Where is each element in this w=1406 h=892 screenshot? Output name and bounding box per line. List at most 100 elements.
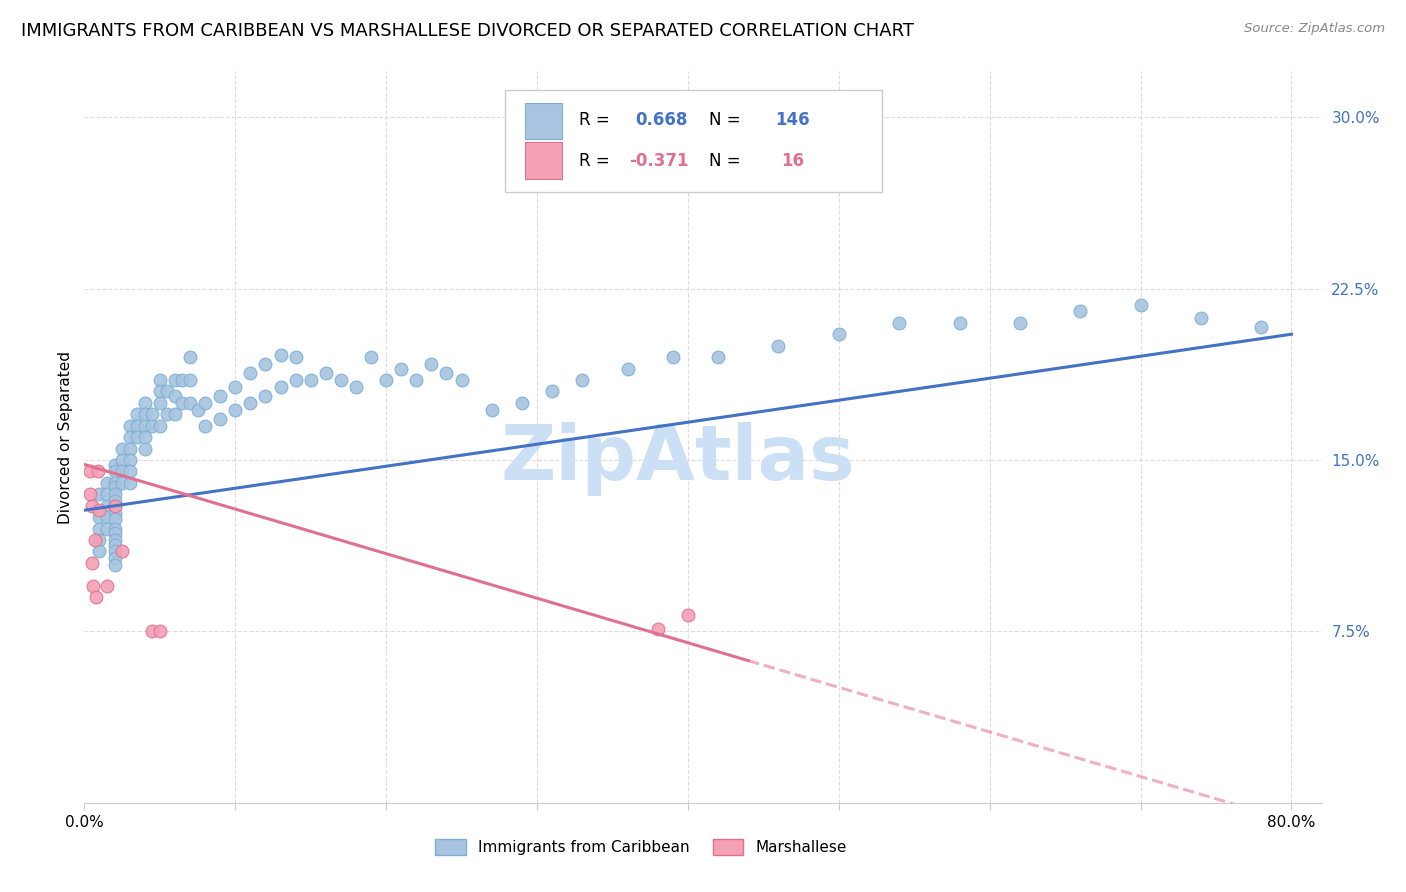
- Point: [541, 384, 564, 399]
- Point: [103, 533, 125, 547]
- Point: [254, 357, 277, 371]
- Text: 0.668: 0.668: [636, 112, 688, 129]
- Point: [111, 464, 134, 478]
- Text: N =: N =: [709, 153, 747, 170]
- Text: Source: ZipAtlas.com: Source: ZipAtlas.com: [1244, 22, 1385, 36]
- Point: [82, 579, 104, 593]
- Point: [103, 487, 125, 501]
- Point: [134, 442, 156, 456]
- Point: [89, 521, 111, 535]
- Point: [179, 396, 201, 410]
- Point: [149, 373, 172, 387]
- Point: [389, 361, 412, 376]
- Text: R =: R =: [579, 112, 616, 129]
- Point: [284, 373, 307, 387]
- Point: [662, 350, 685, 364]
- Point: [194, 418, 217, 433]
- Point: [118, 475, 141, 490]
- Point: [89, 503, 111, 517]
- Point: [80, 499, 103, 513]
- Text: -0.371: -0.371: [628, 153, 689, 170]
- Point: [768, 338, 790, 352]
- Point: [111, 442, 134, 456]
- Point: [118, 430, 141, 444]
- Point: [96, 579, 118, 593]
- Point: [344, 380, 367, 394]
- Point: [149, 384, 172, 399]
- Point: [315, 366, 337, 380]
- Point: [103, 521, 125, 535]
- FancyBboxPatch shape: [524, 143, 562, 179]
- Point: [89, 533, 111, 547]
- Point: [103, 480, 125, 494]
- Point: [80, 556, 103, 570]
- Point: [96, 521, 118, 535]
- Point: [118, 442, 141, 456]
- Point: [948, 316, 970, 330]
- Point: [254, 389, 277, 403]
- Point: [375, 373, 398, 387]
- Point: [103, 558, 125, 573]
- Point: [676, 608, 699, 623]
- Point: [616, 361, 638, 376]
- Point: [450, 373, 472, 387]
- Point: [103, 544, 125, 558]
- Point: [118, 464, 141, 478]
- Point: [103, 526, 125, 541]
- Point: [134, 396, 156, 410]
- Point: [134, 407, 156, 421]
- Point: [96, 499, 118, 513]
- Point: [103, 499, 125, 513]
- Point: [141, 418, 163, 433]
- Point: [163, 389, 186, 403]
- Point: [1008, 316, 1031, 330]
- FancyBboxPatch shape: [505, 90, 883, 192]
- Point: [707, 350, 730, 364]
- Point: [127, 418, 149, 433]
- Point: [86, 590, 108, 604]
- Point: [96, 510, 118, 524]
- Point: [239, 366, 262, 380]
- Point: [103, 499, 125, 513]
- Point: [149, 396, 172, 410]
- Point: [127, 407, 149, 421]
- FancyBboxPatch shape: [524, 103, 562, 139]
- Point: [481, 402, 503, 417]
- Point: [111, 475, 134, 490]
- Point: [1189, 311, 1212, 326]
- Point: [156, 407, 179, 421]
- Point: [270, 380, 292, 394]
- Point: [209, 412, 232, 426]
- Legend: Immigrants from Caribbean, Marshallese: Immigrants from Caribbean, Marshallese: [429, 833, 853, 861]
- Point: [96, 487, 118, 501]
- Point: [360, 350, 382, 364]
- Point: [172, 396, 194, 410]
- Point: [270, 348, 292, 362]
- Point: [284, 350, 307, 364]
- Point: [156, 384, 179, 399]
- Point: [163, 407, 186, 421]
- Text: 16: 16: [780, 153, 804, 170]
- Point: [179, 350, 201, 364]
- Point: [103, 464, 125, 478]
- Point: [103, 475, 125, 490]
- Text: N =: N =: [709, 112, 747, 129]
- Point: [89, 487, 111, 501]
- Point: [299, 373, 322, 387]
- Point: [420, 357, 443, 371]
- Point: [118, 453, 141, 467]
- Point: [134, 430, 156, 444]
- Y-axis label: Divorced or Separated: Divorced or Separated: [58, 351, 73, 524]
- Point: [89, 544, 111, 558]
- Point: [239, 396, 262, 410]
- Text: 146: 146: [775, 112, 810, 129]
- Point: [571, 373, 593, 387]
- Point: [103, 551, 125, 566]
- Text: ZipAtlas: ZipAtlas: [501, 422, 856, 496]
- Point: [224, 402, 246, 417]
- Point: [1250, 320, 1272, 334]
- Point: [149, 418, 172, 433]
- Point: [436, 366, 458, 380]
- Point: [828, 327, 851, 342]
- Point: [186, 402, 208, 417]
